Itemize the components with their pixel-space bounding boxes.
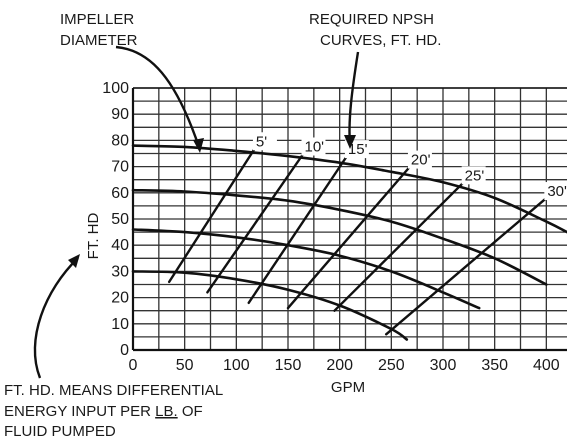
npsh-arrowhead (344, 135, 356, 149)
annotation-arrows (33, 45, 360, 379)
x-tick-label: 250 (378, 357, 405, 374)
npsh-annotation-line1: REQUIRED NPSH (309, 11, 434, 28)
y-tick-label: 20 (111, 290, 129, 307)
x-tick-label: 300 (430, 357, 457, 374)
x-tick-label: 50 (176, 357, 194, 374)
footnote-arrowhead (68, 254, 80, 268)
npsh-label-4: 20' (411, 152, 431, 169)
y-tick-label: 40 (111, 237, 129, 254)
npsh-label-backing (461, 166, 486, 185)
footnote-line2-c: OF (178, 403, 203, 420)
plot-frame (131, 87, 567, 352)
npsh-label-6: 30' (547, 183, 567, 200)
npsh-leader (348, 51, 360, 146)
x-axis-title: GPM (331, 379, 365, 396)
y-tick-label: 0 (120, 342, 129, 359)
y-tick-label: 90 (111, 106, 129, 123)
x-tick-label: 100 (223, 357, 250, 374)
footnote-line2: ENERGY INPUT PER LB. OF (4, 403, 203, 420)
impeller-curve-1 (131, 144, 567, 234)
footnote-line3: FLUID PUMPED (4, 423, 116, 440)
y-tick-label: 70 (111, 159, 129, 176)
npsh-label-1: 5' (256, 133, 267, 150)
impeller-curve-2 (131, 188, 548, 286)
npsh-label-backing (252, 132, 277, 151)
impeller-curve-3 (131, 228, 481, 310)
npsh-line-5 (333, 181, 465, 312)
npsh-label-5: 25' (465, 167, 485, 184)
npsh-line-4 (286, 165, 412, 310)
x-tick-label: 350 (481, 357, 508, 374)
footnote-line2-b: LB. (155, 403, 178, 420)
y-tick-label: 60 (111, 185, 129, 202)
npsh-label-3: 15' (348, 141, 368, 158)
npsh-label-backing (407, 150, 432, 169)
npsh-label-backing (301, 137, 326, 156)
x-tick-label: 200 (326, 357, 353, 374)
npsh-annotation-line2: CURVES, FT. HD. (320, 32, 441, 49)
axis-ticks: 0 50 100 150 200 250 300 350 400 0 10 20 30 40 50 60 70 8… (102, 80, 559, 374)
y-tick-label: 10 (111, 316, 129, 333)
impeller-leader (115, 45, 202, 151)
npsh-line-2 (206, 152, 305, 294)
npsh-line-1 (167, 147, 257, 284)
required-npsh-curves: 5' 10' 15' 20' 25' 30' (167, 132, 567, 336)
impeller-annotation-line2: DIAMETER (60, 32, 138, 49)
footnote-line2-a: ENERGY INPUT PER (4, 403, 155, 420)
x-tick-label: 400 (533, 357, 560, 374)
npsh-label-2: 10' (305, 139, 325, 156)
y-tick-label: 30 (111, 263, 129, 280)
impeller-annotation-line1: IMPELLER (60, 11, 134, 28)
npsh-line-6 (384, 196, 548, 336)
x-tick-label: 150 (275, 357, 302, 374)
footnote-line1: FT. HD. MEANS DIFFERENTIAL (4, 382, 223, 399)
impeller-arrowhead (193, 138, 204, 153)
y-axis-title: FT. HD (85, 213, 102, 260)
x-tick-label: 0 (129, 357, 138, 374)
y-tick-label: 80 (111, 132, 129, 149)
npsh-label-backing (544, 182, 567, 201)
y-tick-label: 50 (111, 211, 129, 228)
footnote-leader (33, 257, 79, 379)
y-tick-label: 100 (102, 80, 129, 97)
npsh-line-3 (247, 154, 349, 305)
